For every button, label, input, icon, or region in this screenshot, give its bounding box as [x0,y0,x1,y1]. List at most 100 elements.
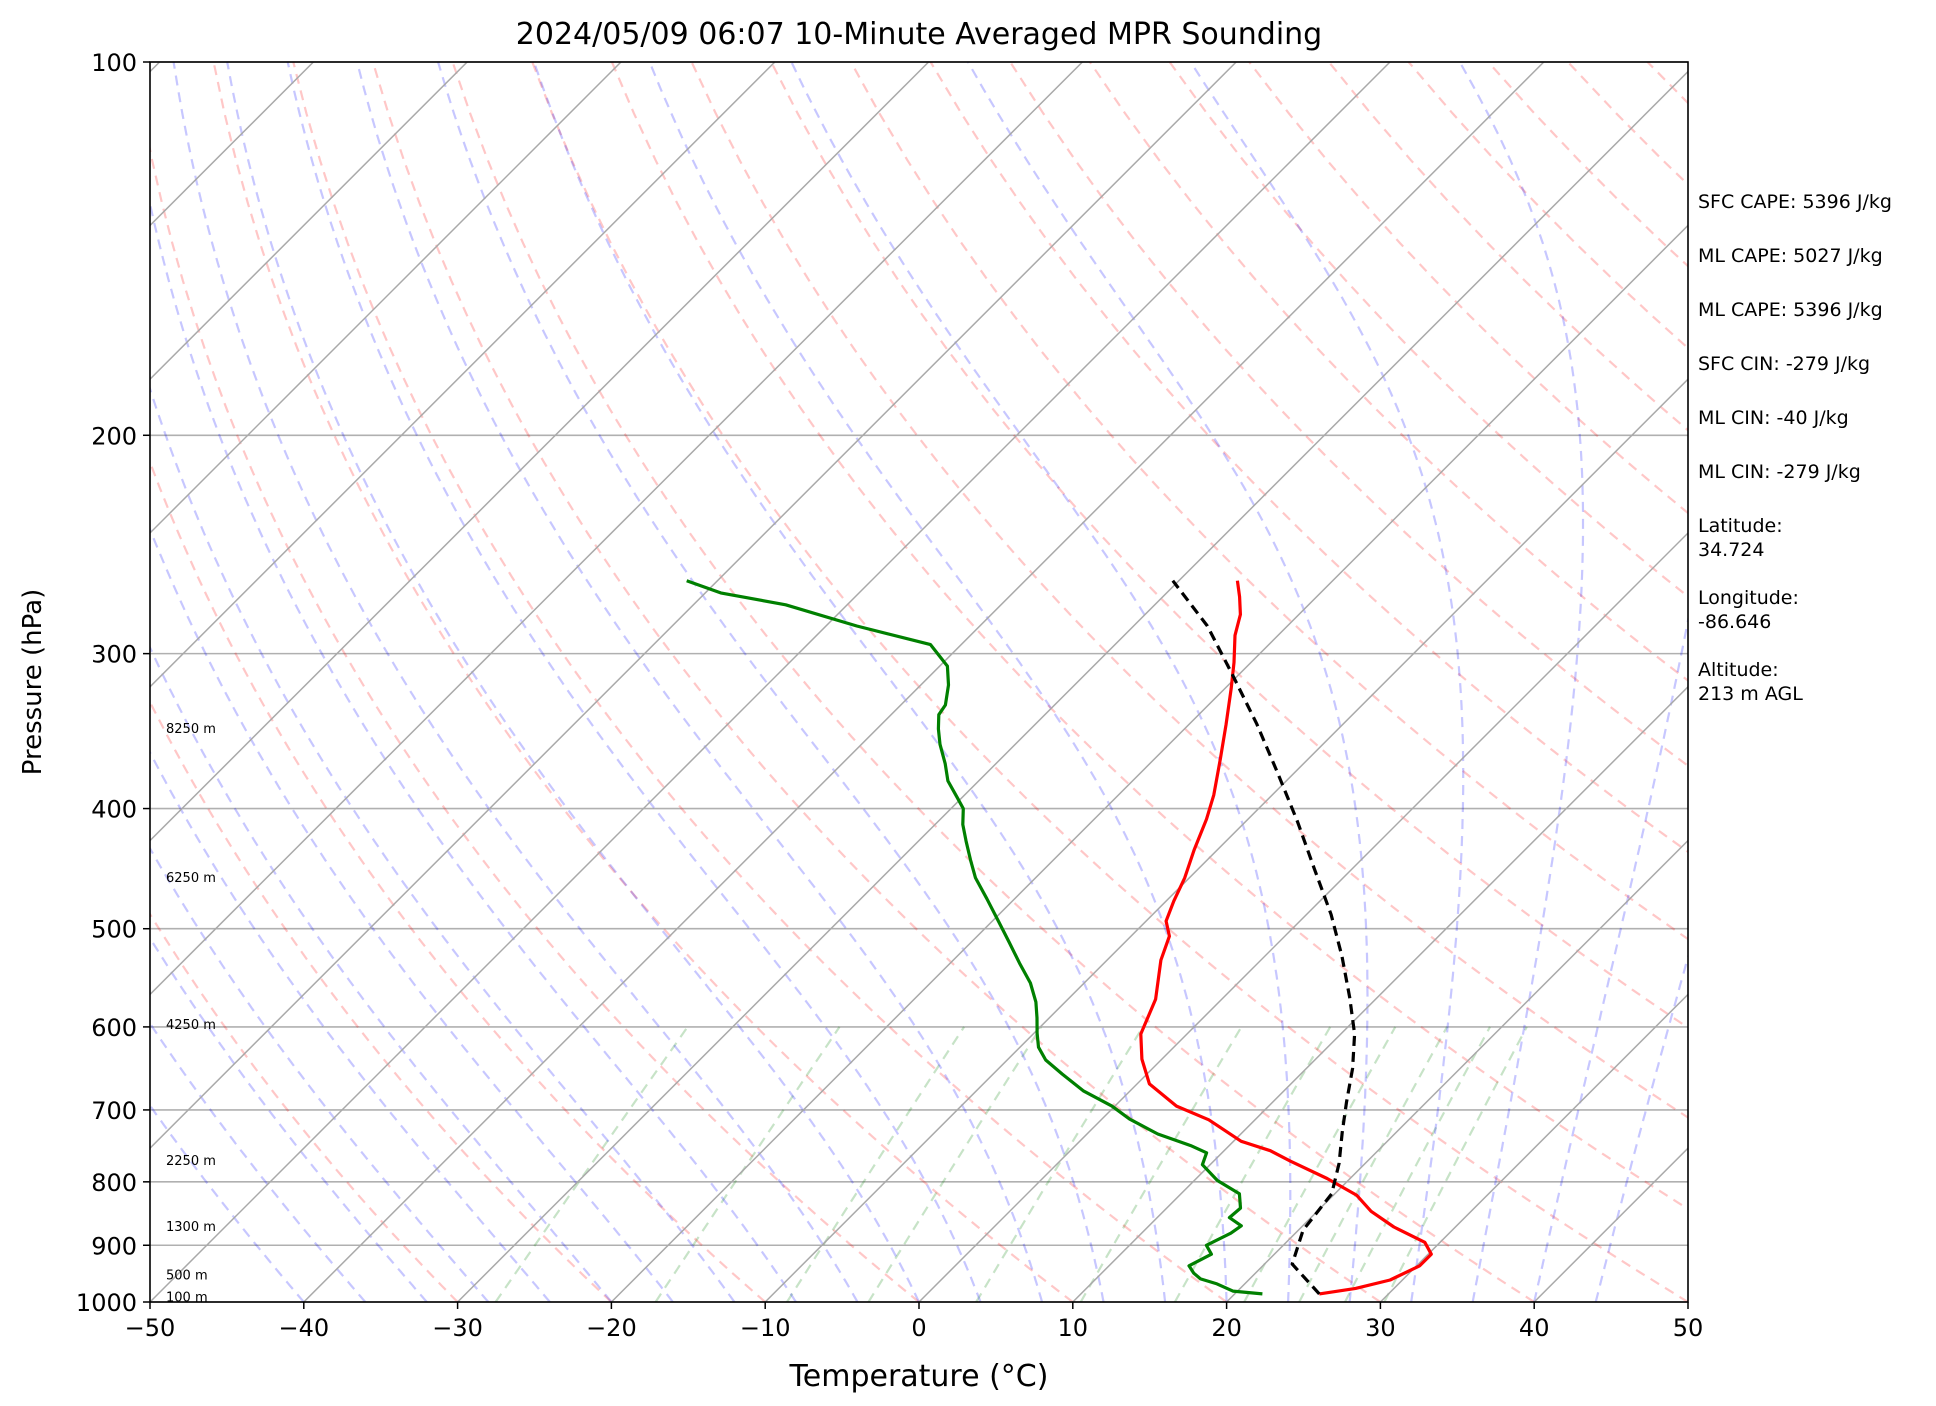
x-tick-label: −40 [278,1314,329,1342]
moist-adiabat [967,62,1369,1302]
moist-adiabat [790,62,1292,1302]
isotherm-line [457,70,1688,1302]
mixing-ratio-line [494,1026,689,1302]
moist-adiabat [1533,614,1688,1302]
ml-cape-stat: ML CAPE: 5027 J/kg [1698,245,1883,267]
dry-adiabat [150,459,766,1302]
dry-adiabat [150,144,920,1302]
dry-adiabat [690,62,1688,1119]
moist-adiabat [150,750,551,1302]
temperature-trace [1139,580,1433,1296]
dry-adiabat [451,62,1535,1302]
moist-adiabat [532,62,1167,1302]
isotherm-line [1072,685,1688,1302]
x-tick-label: 10 [1058,1314,1089,1342]
dry-adiabat [292,62,1228,1302]
mixing-ratio-line [1079,1026,1243,1302]
altitude-value: 213 m AGL [1698,683,1803,705]
height-label: 100 m [166,1291,208,1306]
moist-adiabat [150,385,736,1302]
mixing-ratio-line [1344,1026,1491,1302]
x-tick-label: −10 [740,1314,791,1342]
moist-adiabat [1189,62,1465,1302]
moist-adiabat [1594,952,1688,1302]
sounding-stats-panel: SFC CAPE: 5396 J/kg ML CAPE: 5027 J/kg M… [1698,190,1928,730]
moist-adiabat [172,62,859,1302]
latitude-label: Latitude: [1698,515,1783,537]
moist-adiabat [648,62,1228,1302]
dry-adiabat [770,62,1688,1029]
dry-adiabat [1168,62,1688,598]
y-tick-label: 1000 [76,1289,137,1317]
y-tick-label: 300 [91,641,137,669]
isotherm-line [150,62,1083,996]
sounding-traces [686,579,1433,1296]
y-tick-label: 400 [91,796,137,824]
sfc-cin-stat: SFC CIN: -279 J/kg [1698,353,1871,375]
y-axis-ticks: 100 200 300 400 500 600 700 800 900 1000 [76,49,150,1317]
dry-adiabat [1009,62,1688,768]
moist-adiabat [150,936,428,1302]
mixing-ratio-line [867,1026,1043,1302]
moist-adiabat [150,846,490,1302]
y-tick-label: 500 [91,916,137,944]
moist-adiabat [150,644,613,1302]
x-axis-ticks: −50 −40 −30 −20 −10 0 10 20 30 40 50 [125,1302,1703,1342]
mixing-ratio-lines [494,1026,1528,1302]
height-label: 2250 m [166,1154,216,1169]
height-label: 4250 m [166,1018,216,1033]
mixing-ratio-line [654,1026,841,1302]
dry-adiabat [849,62,1688,941]
dry-adiabat [150,912,459,1302]
altitude-block: Altitude: 213 m AGL [1698,658,1928,706]
plot-frame [149,61,1689,1303]
y-tick-label: 600 [91,1014,137,1042]
parcel-trace [1171,579,1357,1295]
moist-adiabat [150,198,797,1302]
ml-cape-stat-2: ML CAPE: 5396 J/kg [1698,299,1883,321]
latitude-value: 34.724 [1698,539,1765,561]
isotherm-line [150,62,1391,1302]
x-tick-label: −30 [432,1314,483,1342]
isotherm-line [0,62,6,1302]
pressure-gridlines [150,61,1688,1303]
x-axis-label: Temperature (°C) [789,1359,1049,1394]
x-tick-label: −50 [125,1314,176,1342]
x-tick-label: 40 [1519,1314,1550,1342]
ml-cin-stat-2: ML CIN: -279 J/kg [1698,461,1861,483]
moist-adiabat [356,62,1044,1302]
dewpoint-trace [686,579,1263,1296]
y-tick-label: 200 [91,422,137,450]
isotherm-line [150,62,930,842]
height-label: 500 m [166,1269,208,1284]
mixing-ratio-line [975,1026,1144,1302]
isotherm-line [150,62,1237,1150]
x-tick-label: 0 [911,1314,926,1342]
isotherm-line [150,62,776,688]
moist-adiabat [1458,62,1585,1302]
moist-adiabat [286,62,982,1302]
isotherms [0,62,1688,1302]
longitude-value: -86.646 [1698,611,1772,633]
mixing-ratio-line [1383,1026,1528,1302]
moist-adiabat [150,526,674,1302]
moist-adiabats [150,62,1688,1302]
y-tick-label: 700 [91,1097,137,1125]
isotherm-line [1379,993,1688,1302]
latitude-block: Latitude: 34.724 [1698,514,1928,562]
chart-title: 2024/05/09 06:07 10-Minute Averaged MPR … [516,17,1322,52]
height-label: 8250 m [166,722,216,737]
moist-adiabat [226,62,920,1302]
longitude-label: Longitude: [1698,587,1799,609]
y-tick-label: 800 [91,1169,137,1197]
dry-adiabat [150,699,613,1302]
isotherm-line [150,62,622,535]
altitude-label: Altitude: [1698,659,1779,681]
height-labels: 100 m 500 m 1300 m 2250 m 4250 m 6250 m 8250 m [166,722,216,1306]
isotherm-line [764,378,1688,1302]
dry-adiabats [150,62,1688,1302]
background-lines [0,62,1688,1302]
dry-adiabat [212,62,1074,1302]
moist-adiabat [437,62,1105,1302]
